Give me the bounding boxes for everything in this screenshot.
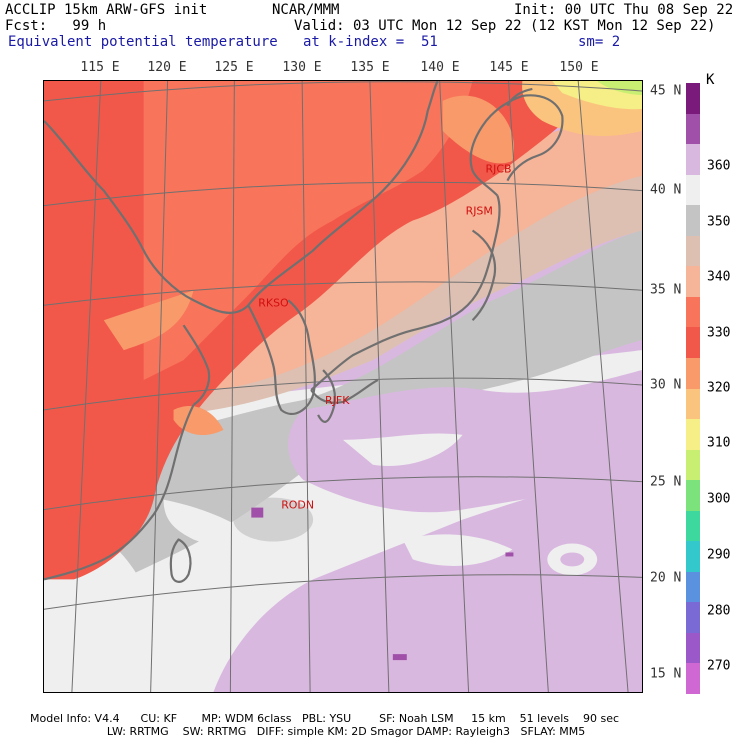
colorbar-swatch [686,296,700,328]
colorbar-swatch [686,113,700,145]
init-time: Init: 00 UTC Thu 08 Sep 22 [514,2,734,18]
colorbar-swatch [686,174,700,206]
colorbar-swatch [686,510,700,542]
colorbar-label: 280 [707,603,731,619]
colorbar-label: 350 [707,214,731,230]
colorbar-swatch [686,449,700,481]
station-label: RODN [281,499,314,512]
colorbar-label: 360 [707,158,731,174]
colorbar-swatch [686,602,700,634]
theta-e-max-spot [505,552,514,557]
colorbar-swatch [686,663,700,695]
model-info-line2: LW: RRTMG SW: RRTMG DIFF: simple KM: 2D … [30,725,586,738]
level-info: at k-index = 51 [303,34,438,50]
forecast-hour: Fcst: 99 h [5,18,107,34]
colorbar-label: 330 [707,325,731,341]
colorbar-swatch [686,541,700,573]
station-label: RKSO [258,296,288,309]
station-label: RJCB [486,163,512,176]
colorbar-swatch [686,632,700,664]
colorbar-label: 270 [707,658,731,674]
lat-label: 25 N [650,474,682,490]
colorbar-label: 310 [707,435,731,451]
organization: NCAR/MMM [272,2,340,18]
lon-label: 150 E [559,60,599,75]
model-title: ACCLIP 15km ARW-GFS init [5,2,208,18]
lon-label: 140 E [420,60,460,75]
colorbar-swatch [686,205,700,237]
lon-label: 145 E [489,60,529,75]
lon-label: 115 E [80,60,120,75]
colorbar-swatch [686,266,700,298]
colorbar-unit: K [706,72,715,88]
theta-e-max-spot [251,507,264,518]
colorbar-swatch [686,388,700,420]
field-name: Equivalent potential temperature [8,34,278,50]
colorbar-swatch [686,144,700,176]
colorbar-label: 340 [707,269,731,285]
lat-label: 15 N [650,666,682,682]
colorbar-label: 320 [707,380,731,396]
theta-e-map[interactable]: RJCB RJSM RKSO RJFK RODN [43,80,643,693]
colorbar-swatch [686,357,700,389]
lon-label: 120 E [147,60,187,75]
lon-label: 135 E [350,60,390,75]
colorbar-swatch [686,480,700,512]
lat-label: 20 N [650,570,682,586]
colorbar-swatch [686,83,700,115]
colorbar-swatch [686,571,700,603]
model-info-line1: Model Info: V4.4 CU: KF MP: WDM 6class P… [30,712,620,725]
colorbar-label: 300 [707,491,731,507]
station-label: RJFK [325,394,350,407]
lat-label: 45 N [650,83,682,99]
lon-label: 130 E [282,60,322,75]
lat-label: 30 N [650,377,682,393]
lon-label: 125 E [214,60,254,75]
colorbar-swatch [686,327,700,359]
valid-time: Valid: 03 UTC Mon 12 Sep 22 (12 KST Mon … [294,18,716,34]
station-label: RJSM [466,205,493,218]
theta-e-max-spot [392,654,407,661]
lat-label: 35 N [650,282,682,298]
colorbar-swatch [686,419,700,451]
colorbar-swatch [686,235,700,267]
smoothing-info: sm= 2 [578,34,621,50]
lat-label: 40 N [650,182,682,198]
colorbar-label: 290 [707,547,731,563]
